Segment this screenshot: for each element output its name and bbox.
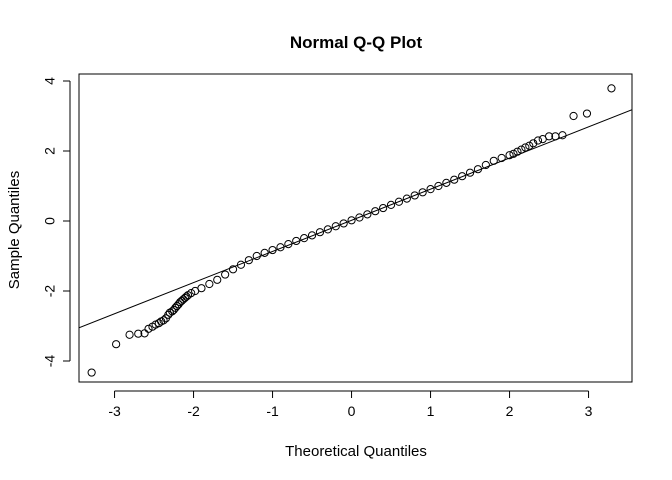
data-point — [197, 284, 206, 293]
x-tick-label: 1 — [427, 403, 435, 419]
data-point — [355, 213, 364, 222]
data-point — [513, 147, 522, 156]
data-point — [458, 172, 467, 181]
data-point — [125, 330, 134, 339]
data-point — [236, 260, 246, 269]
data-point — [394, 197, 404, 206]
data-point — [307, 231, 317, 240]
data-point — [402, 194, 411, 203]
data-point — [159, 316, 168, 325]
data-point — [154, 319, 163, 328]
data-point — [450, 175, 459, 184]
data-point — [544, 132, 554, 141]
data-point — [489, 156, 498, 165]
data-point — [509, 149, 518, 158]
data-point — [379, 203, 388, 213]
data-point — [497, 153, 506, 163]
data-point — [300, 234, 309, 243]
data-point — [533, 136, 543, 145]
x-tick-label: -1 — [266, 403, 279, 419]
data-point — [607, 84, 616, 93]
x-axis-label: Theoretical Quantiles — [285, 443, 427, 460]
data-point — [187, 289, 196, 298]
data-point — [221, 270, 230, 279]
data-point — [465, 168, 475, 177]
x-tick-label: 0 — [348, 403, 356, 419]
data-point — [213, 275, 222, 284]
data-point — [144, 324, 153, 333]
data-point — [112, 340, 121, 349]
data-point — [228, 265, 238, 274]
y-tick-label: -2 — [42, 285, 58, 298]
data-point — [582, 109, 592, 118]
data-point — [292, 236, 301, 246]
data-point — [525, 141, 534, 150]
data-point — [284, 240, 293, 249]
data-point — [386, 200, 396, 209]
y-tick-label: -4 — [42, 355, 58, 368]
data-point — [569, 111, 578, 121]
qq-reference-line — [79, 109, 632, 329]
data-point — [473, 165, 483, 174]
data-point — [521, 143, 530, 152]
y-tick-label: 4 — [42, 77, 58, 85]
chart-title: Normal Q-Q Plot — [290, 33, 423, 52]
data-point — [323, 225, 332, 234]
data-point — [363, 210, 372, 219]
y-tick-label: 2 — [42, 147, 58, 155]
data-point — [410, 191, 419, 200]
data-point — [505, 151, 514, 160]
data-point — [558, 131, 567, 140]
data-point — [418, 188, 427, 197]
x-tick-label: -3 — [108, 403, 121, 419]
y-axis-label: Sample Quantiles — [6, 171, 23, 289]
data-point — [252, 251, 261, 261]
data-point — [371, 207, 380, 216]
data-point — [339, 219, 348, 228]
x-tick-label: 3 — [585, 403, 593, 419]
data-point — [134, 329, 143, 338]
data-point — [276, 243, 285, 252]
data-point — [481, 160, 490, 170]
data-point — [347, 216, 356, 225]
data-point — [426, 185, 435, 194]
data-point — [244, 256, 253, 265]
data-point — [442, 178, 451, 187]
data-point — [87, 368, 96, 377]
data-point — [315, 228, 325, 237]
data-point — [434, 181, 443, 191]
plot-frame — [78, 73, 633, 383]
x-tick-label: 2 — [506, 403, 514, 419]
data-point — [268, 245, 277, 255]
data-point — [260, 248, 269, 257]
data-point — [529, 139, 538, 148]
data-point — [517, 145, 526, 154]
y-tick-label: 0 — [42, 217, 58, 225]
data-point — [205, 279, 214, 289]
x-tick-label: -2 — [187, 403, 200, 419]
data-point — [331, 222, 340, 231]
